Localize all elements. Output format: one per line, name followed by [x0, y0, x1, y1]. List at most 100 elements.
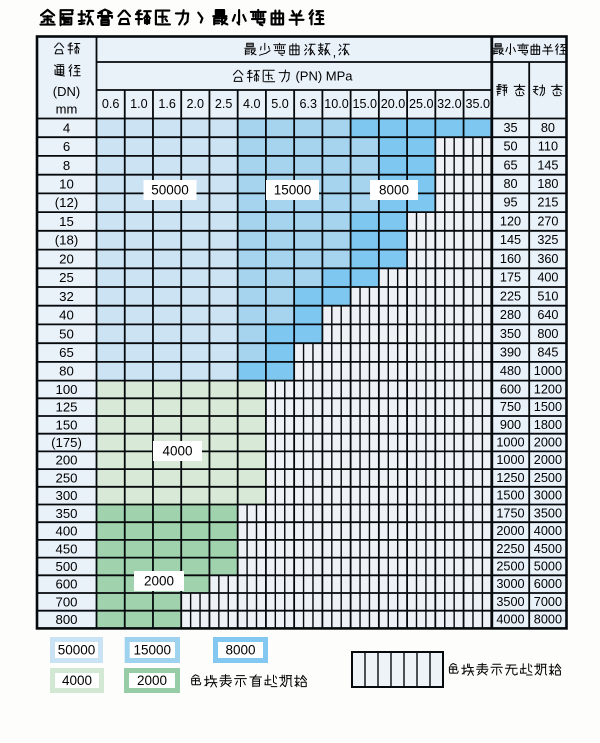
svg-text:180: 180 — [537, 177, 558, 191]
svg-text:25.0: 25.0 — [409, 97, 434, 111]
svg-text:80: 80 — [503, 177, 517, 191]
svg-text:8000: 8000 — [379, 183, 409, 198]
svg-text:350: 350 — [500, 327, 521, 341]
svg-text:4000: 4000 — [162, 444, 192, 459]
svg-text:1800: 1800 — [534, 418, 562, 432]
svg-text:32: 32 — [59, 289, 74, 304]
svg-text:600: 600 — [55, 577, 77, 592]
svg-text:360: 360 — [537, 252, 558, 266]
svg-text:(DN): (DN) — [53, 84, 80, 99]
svg-text:300: 300 — [55, 488, 77, 503]
svg-text:4500: 4500 — [534, 542, 562, 556]
svg-text:50000: 50000 — [58, 643, 96, 658]
svg-text:1000: 1000 — [496, 453, 524, 467]
svg-text:10.0: 10.0 — [324, 97, 349, 111]
svg-text:10: 10 — [59, 177, 74, 192]
svg-text:,: , — [333, 45, 337, 60]
svg-text:800: 800 — [537, 327, 558, 341]
svg-text:2.0: 2.0 — [187, 97, 205, 111]
svg-text:325: 325 — [537, 233, 558, 247]
svg-text:15: 15 — [59, 214, 74, 229]
svg-text:15000: 15000 — [134, 643, 172, 658]
svg-text:1000: 1000 — [534, 364, 562, 378]
svg-text:1200: 1200 — [534, 383, 562, 397]
svg-text:40: 40 — [59, 308, 74, 323]
svg-text:100: 100 — [55, 382, 77, 397]
svg-text:2.5: 2.5 — [215, 97, 233, 111]
svg-text:6.3: 6.3 — [300, 97, 318, 111]
svg-text:750: 750 — [500, 400, 521, 414]
svg-text:6000: 6000 — [534, 577, 562, 591]
svg-text:35: 35 — [503, 121, 517, 135]
svg-text:1750: 1750 — [496, 506, 524, 520]
svg-text:2500: 2500 — [496, 559, 524, 573]
svg-text:225: 225 — [500, 289, 521, 303]
svg-text:150: 150 — [55, 417, 77, 432]
svg-text:2250: 2250 — [496, 542, 524, 556]
svg-text:270: 270 — [537, 215, 558, 229]
svg-text:350: 350 — [55, 506, 77, 521]
svg-text:65: 65 — [503, 158, 517, 172]
svg-text:1.0: 1.0 — [130, 97, 148, 111]
svg-text:500: 500 — [55, 559, 77, 574]
svg-text:32.0: 32.0 — [437, 97, 462, 111]
svg-text:80: 80 — [541, 121, 555, 135]
svg-text:8: 8 — [63, 158, 70, 173]
svg-text:2500: 2500 — [534, 471, 562, 485]
svg-text:5.0: 5.0 — [271, 97, 289, 111]
svg-text:110: 110 — [538, 140, 558, 154]
svg-text:480: 480 — [500, 364, 521, 378]
svg-text:50: 50 — [59, 326, 74, 341]
svg-text:800: 800 — [55, 612, 77, 627]
svg-text:3500: 3500 — [496, 595, 524, 609]
svg-text:mm: mm — [56, 102, 78, 117]
svg-text:1500: 1500 — [534, 400, 562, 414]
svg-text:390: 390 — [500, 346, 521, 360]
svg-text:2000: 2000 — [144, 574, 174, 589]
svg-text:120: 120 — [500, 215, 521, 229]
svg-text:20.0: 20.0 — [381, 97, 406, 111]
svg-text:5000: 5000 — [534, 559, 562, 573]
svg-text:95: 95 — [503, 196, 517, 210]
svg-text:4.0: 4.0 — [243, 97, 261, 111]
svg-text:145: 145 — [537, 158, 558, 172]
svg-text:50: 50 — [503, 140, 517, 154]
svg-text:2000: 2000 — [137, 673, 167, 688]
svg-text:15.0: 15.0 — [352, 97, 377, 111]
svg-text:700: 700 — [55, 594, 77, 609]
svg-text:6: 6 — [63, 139, 70, 154]
svg-text:(12): (12) — [55, 195, 78, 210]
svg-text:80: 80 — [59, 364, 74, 379]
svg-text:900: 900 — [500, 418, 521, 432]
svg-text:215: 215 — [537, 196, 558, 210]
svg-text:400: 400 — [55, 524, 77, 539]
svg-text:3000: 3000 — [534, 489, 562, 503]
svg-text:1000: 1000 — [496, 436, 524, 450]
svg-text:200: 200 — [55, 453, 77, 468]
svg-text:(175): (175) — [51, 435, 82, 450]
svg-text:2000: 2000 — [534, 453, 562, 467]
svg-text:4000: 4000 — [496, 613, 524, 627]
svg-text:600: 600 — [500, 383, 521, 397]
svg-text:640: 640 — [537, 308, 558, 322]
svg-text:1.6: 1.6 — [158, 97, 176, 111]
svg-text:2000: 2000 — [496, 524, 524, 538]
svg-text:3000: 3000 — [496, 577, 524, 591]
svg-text:845: 845 — [537, 346, 558, 360]
svg-text:35.0: 35.0 — [465, 97, 490, 111]
svg-text:400: 400 — [537, 271, 558, 285]
svg-text:175: 175 — [500, 271, 521, 285]
svg-text:510: 510 — [537, 289, 558, 303]
svg-text:125: 125 — [55, 400, 77, 415]
svg-text:280: 280 — [500, 308, 521, 322]
svg-text:20: 20 — [59, 251, 74, 266]
svg-text:(18): (18) — [55, 233, 78, 248]
svg-text:0.6: 0.6 — [102, 97, 120, 111]
svg-text:4: 4 — [63, 120, 70, 135]
svg-text:450: 450 — [55, 541, 77, 556]
svg-text:4000: 4000 — [62, 673, 92, 688]
svg-text:1250: 1250 — [496, 471, 524, 485]
svg-text:1500: 1500 — [496, 489, 524, 503]
svg-text:160: 160 — [500, 252, 521, 266]
svg-text:145: 145 — [500, 233, 521, 247]
